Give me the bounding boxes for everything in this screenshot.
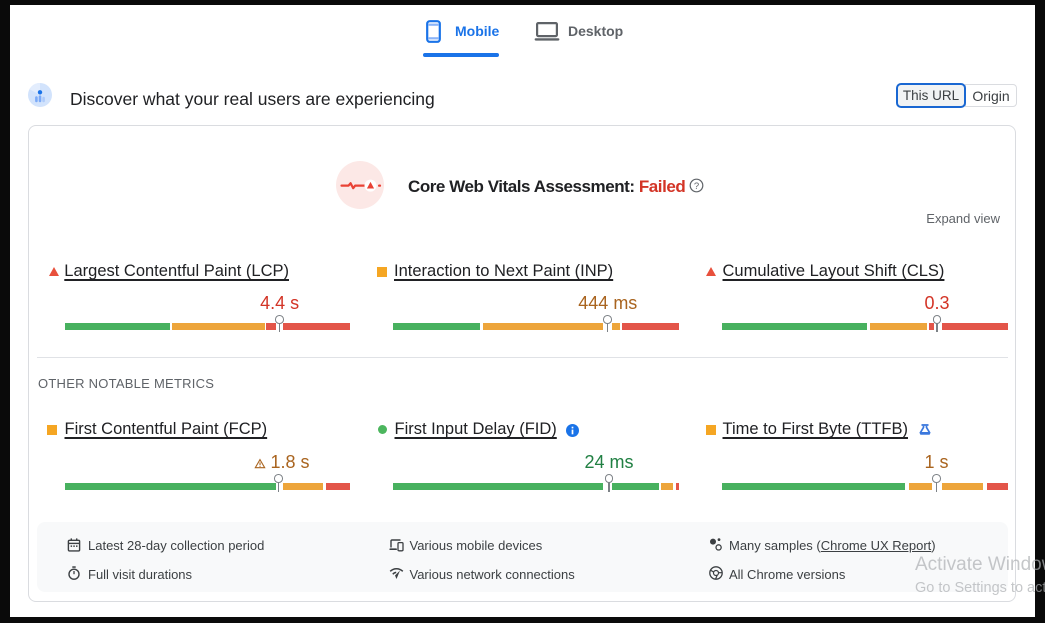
svg-text:?: ? [694,181,699,192]
